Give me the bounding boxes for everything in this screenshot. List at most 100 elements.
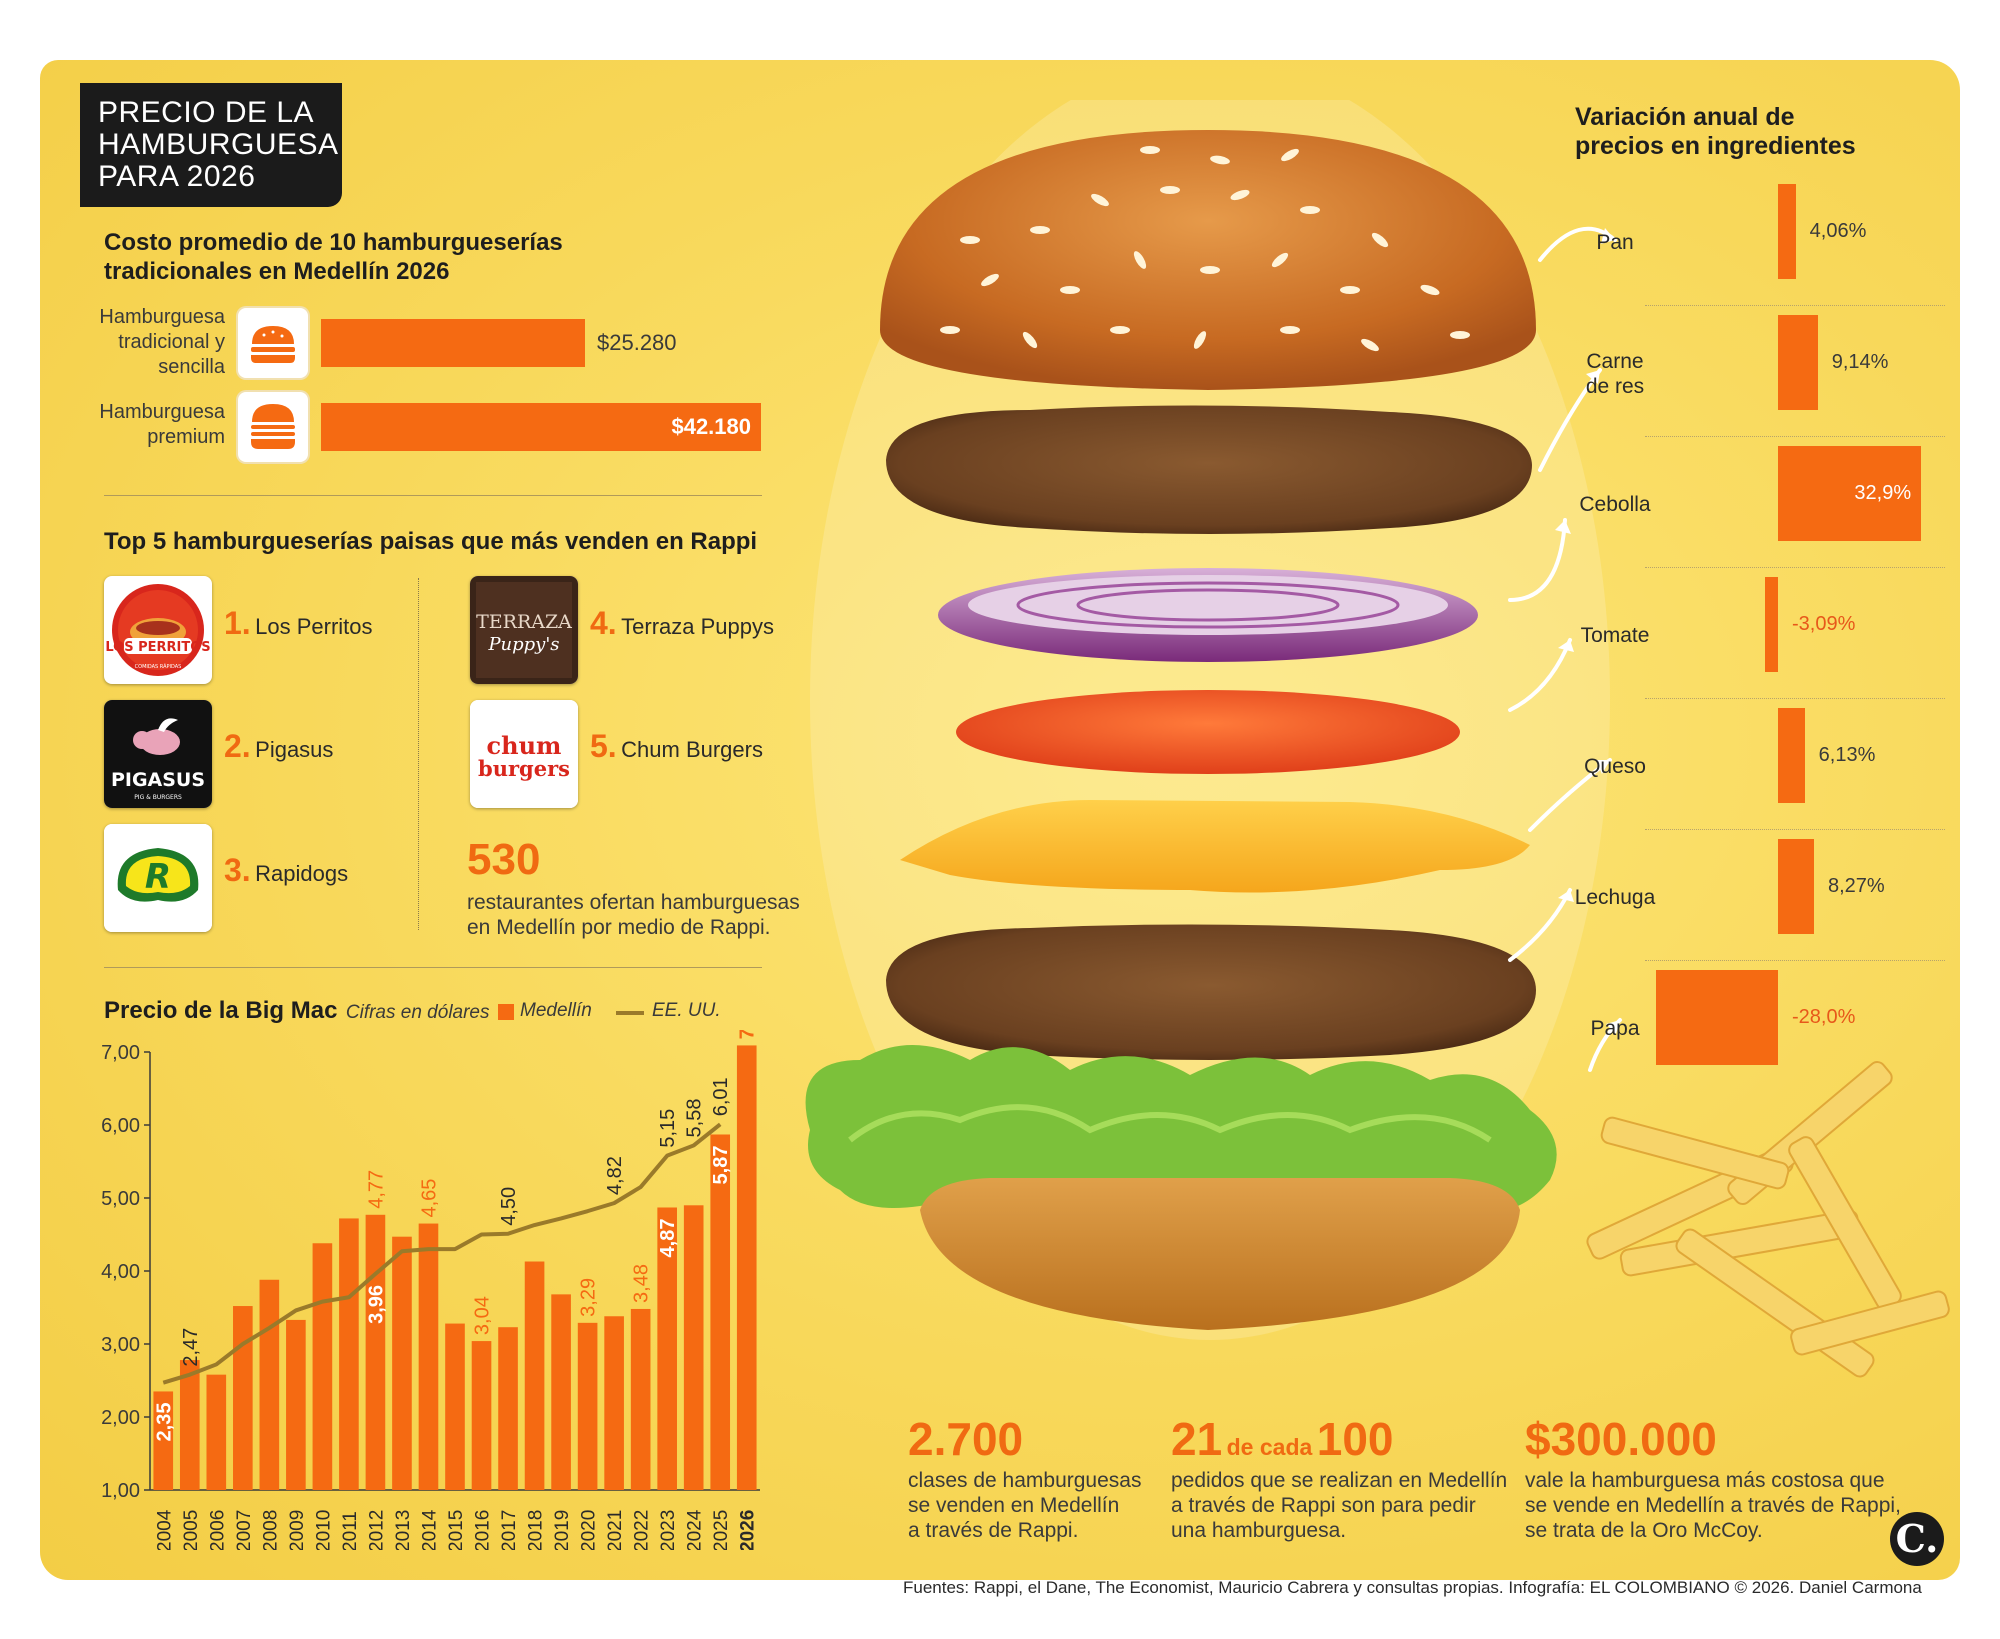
ingredient-label-papa: Papa bbox=[1560, 1016, 1670, 1041]
line-label-4,82: 4,82 bbox=[604, 1156, 626, 1195]
bar-medellin-2011 bbox=[339, 1218, 359, 1490]
bigmac-subtitle: Cifras en dólares bbox=[345, 1002, 490, 1023]
bar-medellin-2020 bbox=[577, 1322, 598, 1490]
line-label-5,58: 5,58 bbox=[684, 1099, 706, 1138]
logo-terraza-sub: Puppy's bbox=[487, 634, 559, 655]
stat-3-line-3: se trata de la Oro McCoy. bbox=[1525, 1519, 1763, 1542]
burger-premium-icon bbox=[238, 392, 308, 462]
ingredient-chart-title: Variación anual de precios en ingredient… bbox=[1575, 103, 1856, 161]
bar-medellin-2018 bbox=[524, 1261, 545, 1490]
logo-pigasus-text: PIGASUS bbox=[111, 769, 205, 791]
cost-label-simple-line-3: sencilla bbox=[158, 356, 225, 378]
rank-5-name: Chum Burgers bbox=[621, 737, 763, 762]
cost-label-premium: Hamburguesa premium bbox=[80, 400, 225, 450]
x-tick-label-2014: 2014 bbox=[419, 1509, 440, 1550]
bar-label-3,29: 3,29 bbox=[578, 1278, 600, 1317]
logo-chum-burgers: chum burgers bbox=[470, 700, 578, 808]
top5-item-4: 4. Terraza Puppys bbox=[590, 605, 774, 642]
y-tick-label: 7,00 bbox=[101, 1042, 140, 1064]
bigmac-chart: 1,00 2,00 3,00 4,00 5,00 6,00 7,00 2004 2005 2006… bbox=[101, 1030, 760, 1550]
main-title-box: PRECIO DE LA HAMBURGUESA PARA 2026 bbox=[80, 83, 342, 207]
x-tick-label-2006: 2006 bbox=[207, 1510, 228, 1550]
cost-value-simple: $25.280 bbox=[597, 330, 677, 355]
ingredient-value-queso: 6,13% bbox=[1818, 744, 1876, 766]
cost-label-premium-line-2: premium bbox=[147, 426, 225, 448]
ingredient-arrows bbox=[1508, 226, 1622, 1072]
ingredient-bar-tomate bbox=[1764, 577, 1778, 672]
ingredient-value-carne: 9,14% bbox=[1831, 351, 1889, 373]
bar-label-3,48: 3,48 bbox=[631, 1264, 653, 1303]
ingredient-label-line: Pan bbox=[1596, 231, 1634, 254]
stat-3-number: $300.000 bbox=[1525, 1413, 1717, 1465]
bar-medellin-2004 bbox=[153, 1391, 174, 1490]
restaurants-text: restaurantes ofertan hamburguesas en Med… bbox=[467, 890, 800, 940]
bigmac-title: Precio de la Big Mac bbox=[104, 997, 338, 1024]
x-tick-label-2024: 2024 bbox=[685, 1509, 706, 1550]
ingredient-separator bbox=[1645, 567, 1945, 568]
bar-label-2,35: 2,35 bbox=[153, 1403, 175, 1442]
separator-2 bbox=[104, 967, 762, 968]
y-tick-label: 4,00 bbox=[101, 1261, 140, 1283]
ingredient-separator bbox=[1645, 960, 1945, 961]
stat-2-text: pedidos que se realizan en Medellín a tr… bbox=[1171, 1468, 1507, 1543]
line-label-2,47: 2,47 bbox=[180, 1328, 202, 1367]
x-tick-label-2017: 2017 bbox=[499, 1510, 520, 1550]
rank-3-number: 3. bbox=[224, 852, 251, 888]
line-label-5,15: 5,15 bbox=[657, 1109, 679, 1148]
logo-chum-sub: burgers bbox=[478, 756, 570, 781]
ingredient-label-cebolla: Cebolla bbox=[1560, 492, 1670, 517]
logo-chum-text: chum bbox=[487, 731, 562, 760]
y-tick-label: 5,00 bbox=[101, 1188, 140, 1210]
logo-los-perritos: LOS PERRITOS COMIDAS RÁPIDAS bbox=[104, 576, 212, 684]
bar-medellin-2005 bbox=[179, 1360, 200, 1490]
top5-item-2: 2. Pigasus bbox=[224, 728, 333, 765]
ingredient-value-cebolla: 32,9% bbox=[1854, 482, 1912, 504]
x-tick-label-2011: 2011 bbox=[340, 1511, 361, 1550]
fries-illustration bbox=[1586, 1061, 1950, 1378]
ingredient-separator bbox=[1645, 305, 1945, 306]
x-tick-label-2008: 2008 bbox=[260, 1510, 281, 1550]
ingredient-bar-lechuga bbox=[1778, 839, 1814, 934]
ingredient-label-line: Carne bbox=[1586, 350, 1644, 373]
x-tick-label-2004: 2004 bbox=[154, 1509, 175, 1550]
cost-title-line-1: Costo promedio de 10 hamburgueserías bbox=[104, 229, 563, 256]
ingredient-label-line: Queso bbox=[1584, 755, 1646, 778]
x-tick-label-2007: 2007 bbox=[234, 1510, 255, 1550]
bar-medellin-2012 bbox=[365, 1214, 386, 1490]
ingredient-label-queso: Queso bbox=[1560, 754, 1670, 779]
bar-medellin-2014 bbox=[418, 1223, 439, 1490]
ingredient-label-tomate: Tomate bbox=[1560, 623, 1670, 648]
cost-value-premium: $42.180 bbox=[671, 414, 751, 439]
bar-medellin-2025 bbox=[710, 1134, 731, 1490]
ingredient-value-papa: -28,0% bbox=[1792, 1006, 1856, 1028]
logo-los-perritos-sub: COMIDAS RÁPIDAS bbox=[135, 663, 182, 670]
stat-1-number: 2.700 bbox=[908, 1413, 1024, 1465]
ingredient-label-lechuga: Lechuga bbox=[1560, 885, 1670, 910]
cost-bar-simple bbox=[321, 319, 585, 367]
ingredient-title-line-1: Variación anual de bbox=[1575, 103, 1795, 131]
bar-medellin-2017 bbox=[498, 1327, 518, 1490]
stat-3-line-1: vale la hamburguesa más costosa que bbox=[1525, 1469, 1885, 1492]
x-tick-label-2025: 2025 bbox=[711, 1510, 732, 1550]
logo-terraza-text: TERRAZA bbox=[476, 611, 572, 633]
cost-label-simple: Hamburguesa tradicional y sencilla bbox=[80, 305, 225, 380]
x-tick-label-2018: 2018 bbox=[526, 1510, 547, 1550]
rank-5-number: 5. bbox=[590, 728, 617, 764]
burger-simple-icon bbox=[238, 308, 308, 378]
stat-2-line-3: una hamburguesa. bbox=[1171, 1519, 1347, 1542]
x-tick-label-2019: 2019 bbox=[552, 1510, 573, 1550]
y-tick-label: 6,00 bbox=[101, 1115, 140, 1137]
stat-1-line-1: clases de hamburguesas bbox=[908, 1469, 1142, 1492]
ingredient-bar-papa bbox=[1656, 970, 1778, 1065]
stat-2-number: 21 bbox=[1171, 1413, 1223, 1465]
top5-title: Top 5 hamburgueserías paisas que más ven… bbox=[104, 528, 758, 555]
ingredient-label-carne-de-res: Carne de res bbox=[1560, 349, 1670, 399]
main-title-line-1: PRECIO DE LA bbox=[98, 96, 315, 129]
stat-3-line-2: se vende en Medellín a través de Rappi, bbox=[1525, 1494, 1901, 1517]
bar-label-7,09: 7,09 bbox=[737, 1030, 759, 1039]
x-tick-label-2009: 2009 bbox=[287, 1510, 308, 1550]
x-tick-label-2010: 2010 bbox=[313, 1510, 334, 1550]
logo-rapidogs-text: R bbox=[145, 857, 171, 897]
cost-title-line-2: tradicionales en Medellín 2026 bbox=[104, 258, 450, 285]
ingredient-label-line: Cebolla bbox=[1579, 493, 1651, 516]
